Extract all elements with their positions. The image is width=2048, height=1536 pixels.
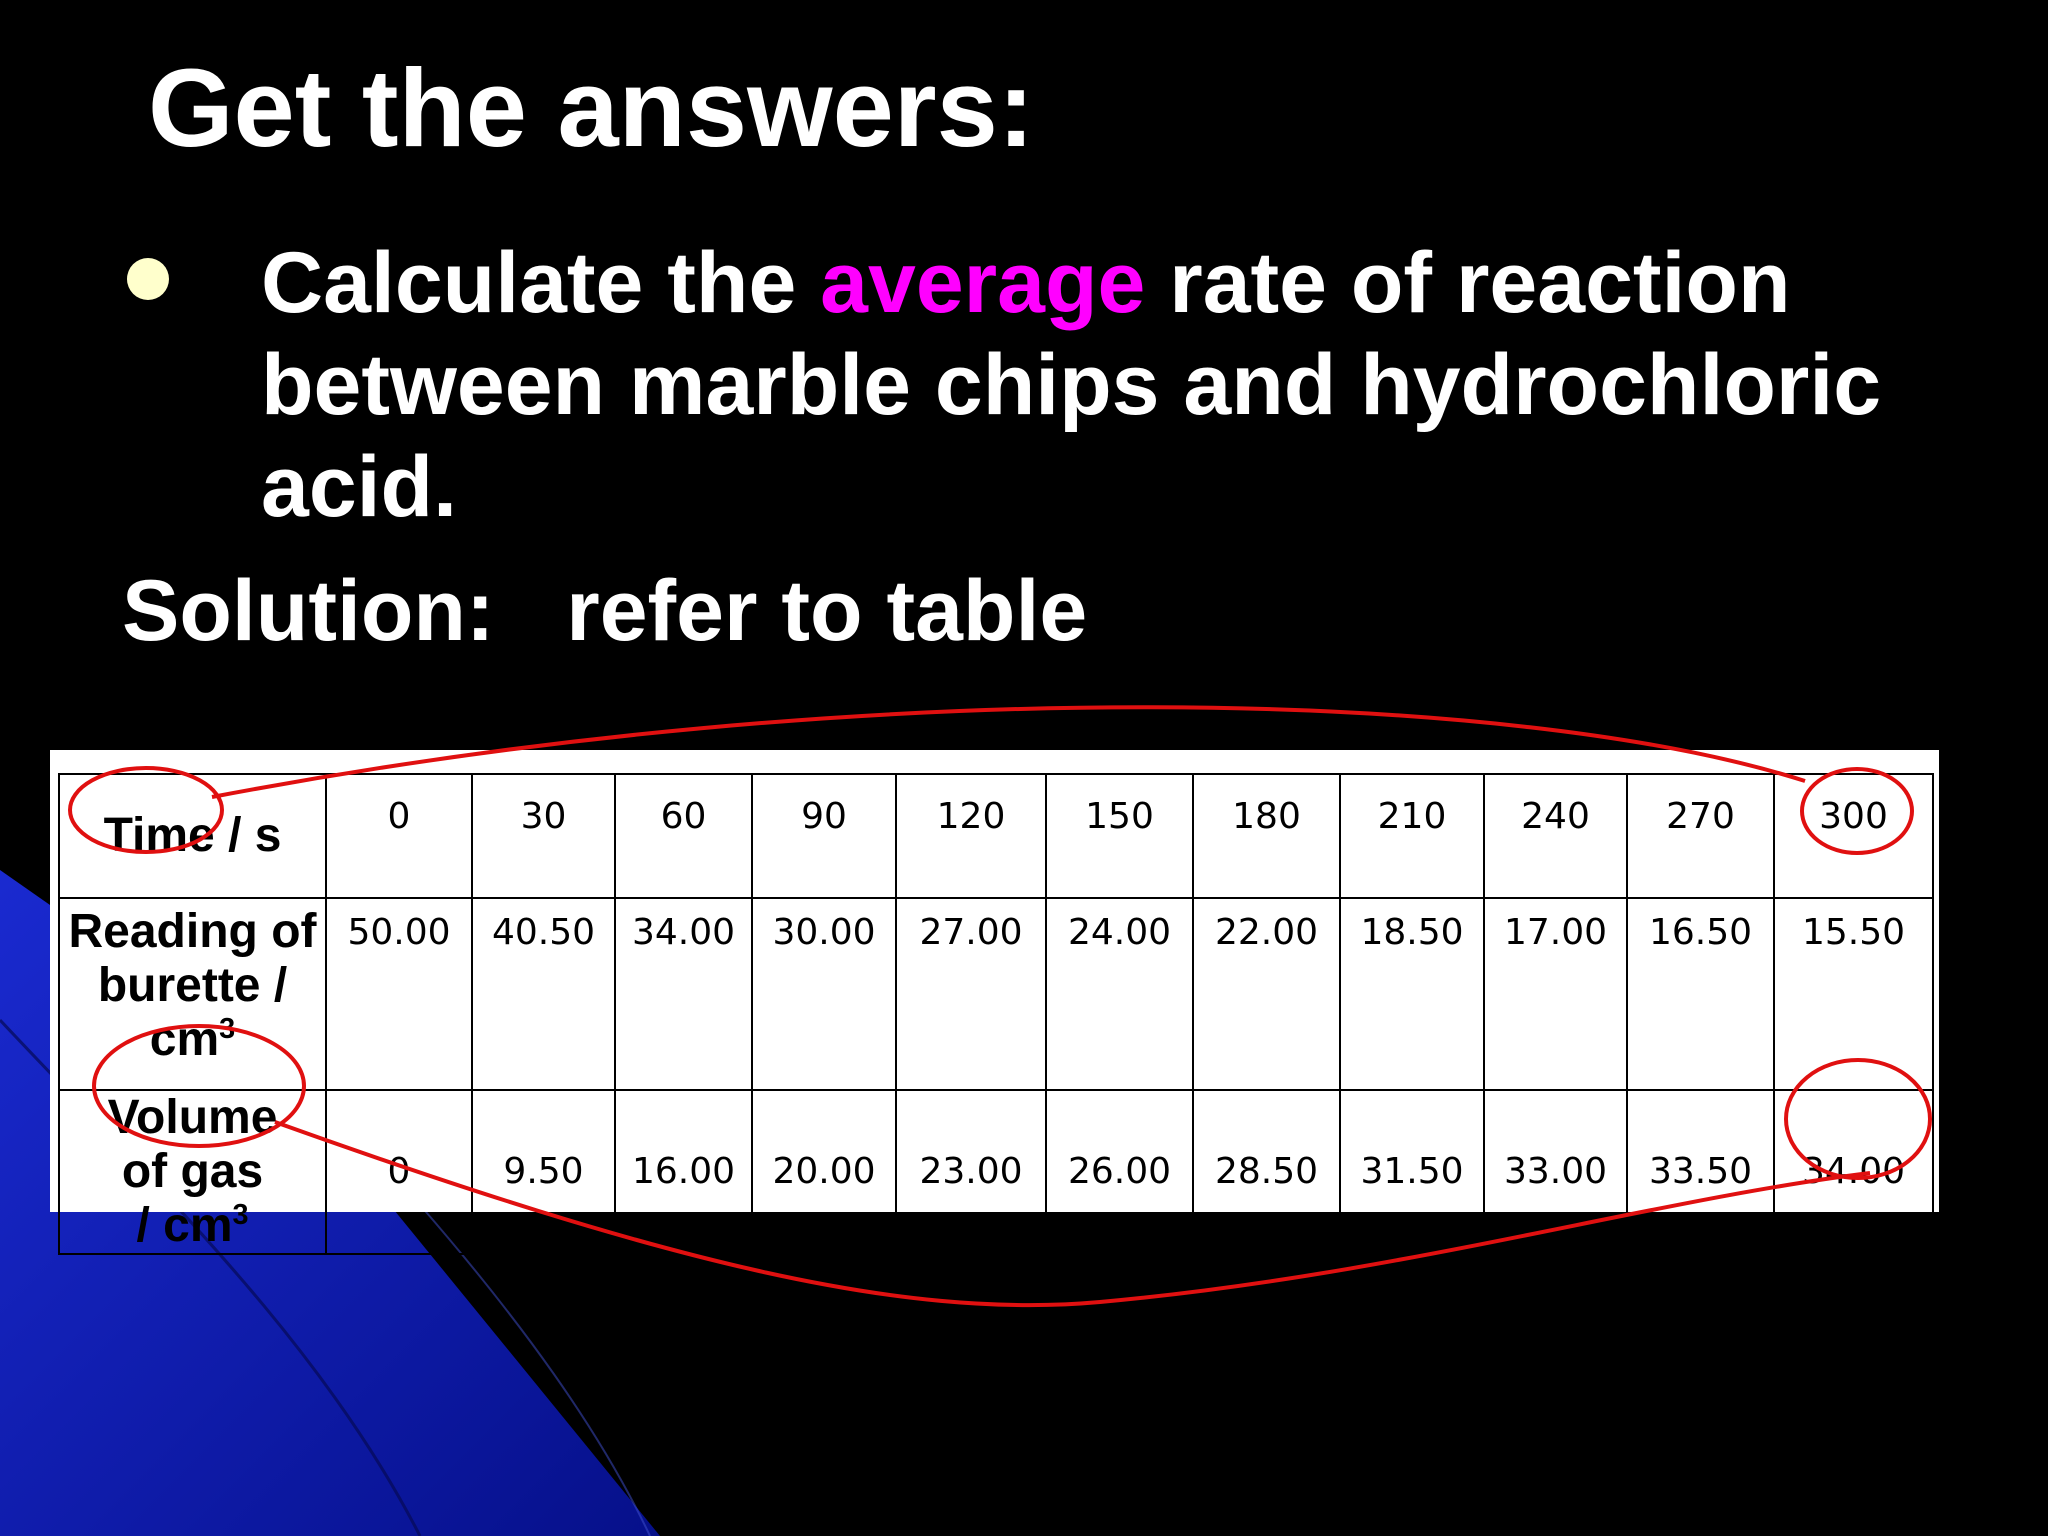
table-cell-reading: 27.00	[895, 897, 1047, 1091]
bullet-question: Calculate the average rate of reaction b…	[261, 232, 2021, 538]
table-cell-time: 150	[1045, 773, 1194, 899]
table-cell-volume: 33.00	[1483, 1089, 1628, 1255]
highlight-word: average	[820, 235, 1146, 331]
table-cell-reading: 50.00	[325, 897, 473, 1091]
table-row-reading: Reading of burette / cm3 50.00 40.50 34.00…	[58, 897, 1934, 1091]
table-cell-time: 180	[1192, 773, 1341, 899]
question-text-before: Calculate the	[261, 235, 821, 331]
table-cell-volume: 33.50	[1626, 1089, 1775, 1255]
table-cell-reading: 16.50	[1626, 897, 1775, 1091]
question-text-after: rate of reaction between marble chips an…	[261, 235, 1882, 535]
table-cell-time: 30	[471, 773, 616, 899]
table-cell-volume: 16.00	[614, 1089, 753, 1255]
table-cell-volume: 26.00	[1045, 1089, 1194, 1255]
volume-label-line2: of gas	[121, 1145, 264, 1198]
volume-unit-superscript: 3	[232, 1199, 249, 1231]
table-cell-reading: 15.50	[1773, 897, 1934, 1091]
table-cell-volume: 20.00	[751, 1089, 897, 1255]
table-cell-time: 210	[1339, 773, 1485, 899]
reading-unit-superscript: 3	[219, 1013, 236, 1045]
row-header-time: Time / s	[58, 773, 327, 899]
table-cell-time: 120	[895, 773, 1047, 899]
bullet-dot-icon	[127, 258, 169, 300]
table-cell-reading: 24.00	[1045, 897, 1194, 1091]
table-cell-time: 240	[1483, 773, 1628, 899]
table-cell-volume: 34.00	[1773, 1089, 1934, 1255]
reading-label: Reading of burette / cm	[68, 905, 317, 1066]
table-cell-time: 0	[325, 773, 473, 899]
solution-text: refer to table	[566, 563, 1088, 659]
table-cell-reading: 34.00	[614, 897, 753, 1091]
table-cell-reading: 18.50	[1339, 897, 1485, 1091]
solution-label: Solution:	[122, 563, 495, 659]
table-cell-volume: 0	[325, 1089, 473, 1255]
solution-line: Solution: refer to table	[122, 560, 1087, 662]
table-cell-reading: 30.00	[751, 897, 897, 1091]
table-cell-time: 60	[614, 773, 753, 899]
table-cell-volume: 9.50	[471, 1089, 616, 1255]
table-row-volume: Volume of gas / cm3 0 9.50 16.00 20.00 23.00 26…	[58, 1089, 1934, 1255]
table-cell-volume: 28.50	[1192, 1089, 1341, 1255]
data-table: Time / s 0 30 60 90 120 150 180 210 240 270 300 Re…	[58, 773, 1934, 1255]
table-cell-reading: 40.50	[471, 897, 616, 1091]
table-cell-time: 300	[1773, 773, 1934, 899]
slide-title: Get the answers:	[148, 47, 1035, 170]
table-row-time: Time / s 0 30 60 90 120 150 180 210 240 270 300	[58, 773, 1934, 899]
table-cell-volume: 31.50	[1339, 1089, 1485, 1255]
table-cell-time: 90	[751, 773, 897, 899]
table-cell-time: 270	[1626, 773, 1775, 899]
table-cell-reading: 22.00	[1192, 897, 1341, 1091]
volume-label-line3: / cm	[136, 1199, 233, 1252]
row-header-volume: Volume of gas / cm3	[58, 1089, 327, 1255]
table-cell-volume: 23.00	[895, 1089, 1047, 1255]
volume-label-line1: Volume	[107, 1091, 278, 1144]
table-cell-reading: 17.00	[1483, 897, 1628, 1091]
row-header-reading: Reading of burette / cm3	[58, 897, 327, 1091]
